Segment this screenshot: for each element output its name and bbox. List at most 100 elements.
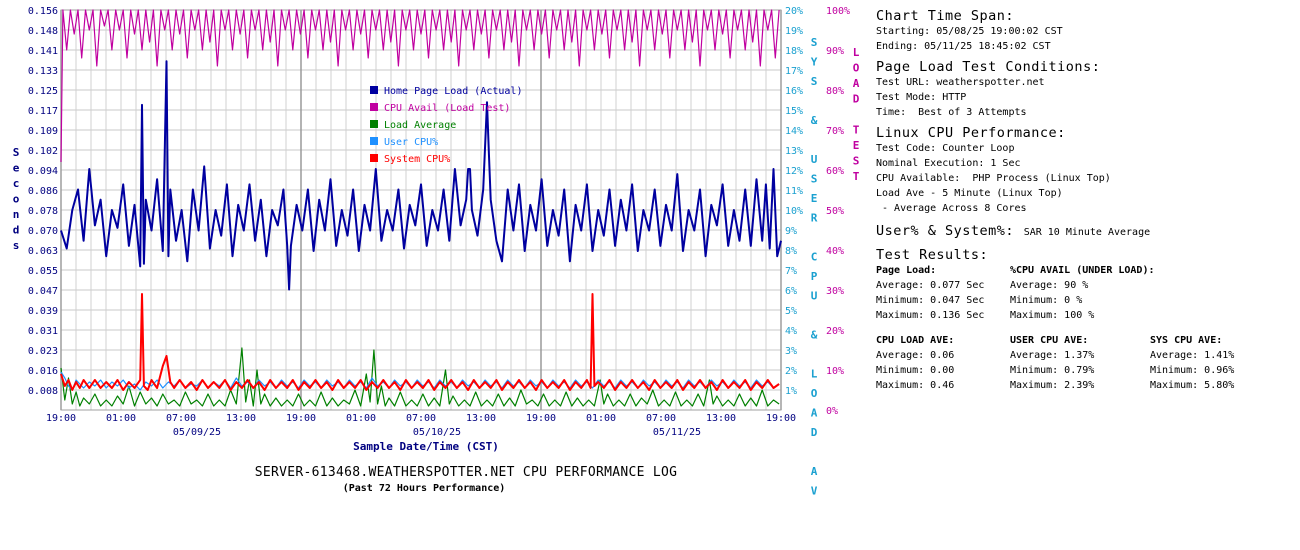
user-cpu-stats: USER CPU AVE: Average: 1.37% Minimum: 0.… [1010, 333, 1150, 393]
right-loadtest-tick-label: 70% [826, 126, 844, 137]
right-cpu-tick-label: 2% [785, 366, 797, 377]
cpu-load-max: Maximum: 0.46 [876, 380, 955, 391]
cpu-load-avg: Average: 0.06 [876, 350, 955, 361]
left-tick-label: 0.016 [28, 366, 58, 377]
axis-label-char: L [811, 368, 818, 381]
left-tick-label: 0.078 [28, 206, 58, 217]
cpu-load-min: Minimum: 0.00 [876, 365, 955, 376]
right-loadtest-tick-label: 60% [826, 166, 844, 177]
left-tick-label: 0.063 [28, 246, 58, 257]
x-tick-label: 01:00 [106, 413, 136, 424]
page-load-max: Maximum: 0.136 Sec [876, 310, 985, 321]
cpu-avail-stats: %CPU AVAIL (UNDER LOAD): Average: 90 % M… [1010, 263, 1250, 323]
user-sys-note: SAR 10 Minute Average [1023, 227, 1151, 238]
axis-label-char: A [853, 77, 860, 90]
right-loadtest-tick-label: 40% [826, 246, 844, 257]
axis-label-char: U [811, 290, 818, 303]
cpu-avail-min: Minimum: 0 % [1010, 295, 1083, 306]
axis-label-char: L [853, 46, 860, 59]
axis-label-char: c [13, 177, 20, 190]
legend-swatch [370, 86, 378, 94]
right-cpu-tick-label: 10% [785, 206, 803, 217]
x-tick-label: 13:00 [226, 413, 256, 424]
legend-swatch [370, 103, 378, 111]
right-loadtest-tick-label: 0% [826, 406, 838, 417]
right-cpu-tick-label: 3% [785, 346, 797, 357]
results-heading: Test Results: [876, 247, 989, 263]
axis-label-char: D [853, 93, 860, 106]
right-cpu-tick-label: 8% [785, 246, 797, 257]
page-load-label: Page Load: [876, 265, 937, 276]
cpu-avail-max: Maximum: 100 % [1010, 310, 1095, 321]
user-cpu-label: USER CPU AVE: [1010, 335, 1089, 346]
axis-label-char: R [811, 212, 818, 225]
left-tick-label: 0.047 [28, 286, 58, 297]
x-tick-label: 19:00 [46, 413, 76, 424]
x-tick-label: 07:00 [406, 413, 436, 424]
page-load-stats: Page Load: Average: 0.077 Sec Minimum: 0… [876, 263, 1010, 323]
x-tick-label: 07:00 [646, 413, 676, 424]
conditions-heading: Page Load Test Conditions: [876, 59, 1101, 75]
cpu-load-label: CPU LOAD AVE: [876, 335, 955, 346]
axis-label-char: O [853, 62, 860, 75]
nominal-execution: Nominal Execution: 1 Sec [876, 158, 1021, 169]
axis-label-char: n [13, 208, 20, 221]
left-tick-label: 0.055 [28, 266, 58, 277]
sys-cpu-stats: SYS CPU AVE: Average: 1.41% Minimum: 0.9… [1150, 333, 1290, 393]
user-cpu-avg: Average: 1.37% [1010, 350, 1095, 361]
axis-label-char: e [13, 162, 20, 175]
cpu-avail-label: %CPU AVAIL (UNDER LOAD): [1010, 265, 1155, 276]
axis-label-char: U [811, 153, 818, 166]
right-cpu-tick-label: 4% [785, 326, 797, 337]
sys-cpu-min: Minimum: 0.96% [1150, 365, 1235, 376]
x-tick-label: 01:00 [346, 413, 376, 424]
left-tick-label: 0.086 [28, 186, 58, 197]
axis-label-char: S [811, 173, 818, 186]
time-span-heading: Chart Time Span: [876, 8, 1015, 24]
date-label: 05/09/25 [173, 427, 221, 438]
linux-heading: Linux CPU Performance: [876, 125, 1066, 141]
results-row-2: CPU LOAD AVE: Average: 0.06 Minimum: 0.0… [876, 333, 1296, 393]
left-tick-label: 0.109 [28, 126, 58, 137]
axis-label-char: S [853, 155, 860, 168]
chart-series [60, 9, 782, 407]
axis-label-char: & [811, 329, 818, 342]
left-tick-label: 0.094 [28, 166, 58, 177]
left-tick-label: 0.070 [28, 226, 58, 237]
x-tick-label: 01:00 [586, 413, 616, 424]
axis-label-char: P [811, 270, 818, 283]
sys-cpu-label: SYS CPU AVE: [1150, 335, 1223, 346]
right-loadtest-tick-label: 90% [826, 46, 844, 57]
right-loadtest-tick-label: 80% [826, 86, 844, 97]
legend-swatch [370, 137, 378, 145]
left-tick-label: 0.039 [28, 306, 58, 317]
left-tick-label: 0.125 [28, 86, 58, 97]
axis-label-char: Y [811, 56, 818, 69]
legend-label: CPU Avail (Load Test) [384, 103, 510, 114]
right-loadtest-tick-label: 100% [826, 6, 850, 17]
right-cpu-tick-label: 13% [785, 146, 803, 157]
axis-label-char: T [853, 170, 860, 183]
x-axis-label: Sample Date/Time (CST) [353, 440, 499, 453]
axis-label-char: E [853, 139, 860, 152]
user-cpu-max: Maximum: 2.39% [1010, 380, 1095, 391]
legend-label: System CPU% [384, 154, 450, 165]
sys-cpu-avg: Average: 1.41% [1150, 350, 1235, 361]
results-row-1: Page Load: Average: 0.077 Sec Minimum: 0… [876, 263, 1296, 323]
chart-subtitle: (Past 72 Hours Performance) [343, 483, 506, 494]
right-cpu-tick-label: 11% [785, 186, 803, 197]
right-cpu-tick-label: 1% [785, 386, 797, 397]
time-span-end: Ending: 05/11/25 18:45:02 CST [876, 41, 1051, 52]
right-loadtest-tick-label: 30% [826, 286, 844, 297]
left-tick-label: 0.117 [28, 106, 58, 117]
time-span-start: Starting: 05/08/25 19:00:02 CST [876, 26, 1063, 37]
test-url: Test URL: weatherspotter.net [876, 77, 1045, 88]
axis-label-char: E [811, 192, 818, 205]
axis-label-char: s [13, 239, 20, 252]
left-tick-label: 0.156 [28, 6, 58, 17]
left-tick-label: 0.031 [28, 326, 58, 337]
page-load-avg: Average: 0.077 Sec [876, 280, 985, 291]
right-cpu-tick-label: 5% [785, 306, 797, 317]
